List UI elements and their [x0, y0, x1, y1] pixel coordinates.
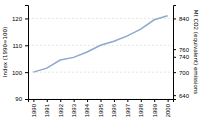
- y-tick-mark: [25, 72, 28, 73]
- y-tick-label: 90: [15, 96, 22, 102]
- line: [33, 16, 167, 72]
- grid-line: [28, 18, 173, 19]
- y-tick-label: 120: [12, 16, 23, 22]
- x-tick: 1995: [98, 99, 104, 117]
- x-tick-mark: [127, 99, 128, 102]
- y-tick-mark: [25, 45, 28, 46]
- x-tick-label: 1995: [98, 103, 104, 117]
- y-tick: 100: [12, 70, 28, 76]
- x-tick-label: 1990: [31, 103, 37, 117]
- plot: 1990 1991 1992 1993 1994 1995 1996 1997 1998 1999…: [2, 6, 199, 118]
- y2-tick-label: 760: [179, 47, 190, 53]
- x-tick-label: 1992: [58, 103, 64, 117]
- x-tick: 1999: [152, 99, 158, 117]
- y2-tick-mark: [173, 49, 176, 50]
- y-tick-mark: [25, 18, 28, 19]
- grid-line: [28, 72, 173, 73]
- chart: 1990 1991 1992 1993 1994 1995 1996 1997 1998 1999…: [0, 0, 200, 123]
- y2-tick-label: 840: [179, 16, 190, 22]
- y2-tick: 640: [173, 93, 190, 99]
- y2-axis: 640 700 740760 840: [173, 6, 190, 100]
- x-axis-line: [29, 100, 174, 103]
- x-tick-mark: [74, 99, 75, 102]
- x-tick-label: 1993: [71, 103, 77, 117]
- y2-tick: 700: [173, 70, 190, 76]
- x-tick: 1997: [125, 99, 131, 117]
- grid: [28, 18, 173, 99]
- y2-tick: 840: [173, 16, 190, 22]
- y-axis-title: Index (1990=100): [2, 27, 8, 77]
- y2-tick: 740: [173, 54, 190, 60]
- series: [33, 16, 167, 72]
- y-tick-label: 110: [12, 43, 22, 49]
- x-tick-label: 2000: [165, 103, 171, 117]
- x-tick: 1998: [138, 99, 144, 117]
- y2-tick-mark: [173, 95, 176, 96]
- x-tick-mark: [154, 99, 155, 102]
- y2-tick-mark: [173, 18, 176, 19]
- y2-tick-label: 740: [179, 54, 190, 60]
- x-tick-label: 1991: [44, 103, 50, 117]
- x-tick-label: 1997: [125, 103, 131, 117]
- x-tick: 1991: [44, 99, 50, 117]
- x-tick-mark: [101, 99, 102, 102]
- x-tick-mark: [33, 99, 34, 102]
- x-tick-label: 1996: [111, 103, 117, 117]
- y-tick-label: 100: [12, 70, 23, 76]
- x-tick-label: 1998: [138, 103, 144, 117]
- x-tick-mark: [47, 99, 48, 102]
- x-tick-mark: [141, 99, 142, 102]
- y2-tick-label: 700: [179, 70, 190, 76]
- x-tick-mark: [60, 99, 61, 102]
- y2-tick-mark: [173, 57, 176, 58]
- x-tick: 2000: [165, 99, 171, 117]
- y2-axis-line: [174, 6, 177, 100]
- y-tick: 110: [12, 43, 28, 49]
- y-axis-line: [25, 6, 29, 100]
- y-tick: 120: [12, 16, 28, 22]
- y-axis: 90 100 110 120: [12, 6, 29, 103]
- y-tick: 90: [15, 96, 28, 102]
- x-tick-label: 1999: [152, 103, 158, 117]
- x-axis: 1990 1991 1992 1993 1994 1995 1996 1997 1998 1999…: [29, 99, 174, 117]
- x-tick: 1996: [111, 99, 117, 117]
- y2-tick-label: 640: [179, 93, 190, 99]
- x-tick: 1994: [84, 99, 90, 117]
- x-tick-label: 1994: [84, 103, 90, 117]
- x-tick: 1990: [31, 99, 37, 117]
- x-tick-mark: [87, 99, 88, 102]
- y2-axis-title: Mt CO2 (equivalent) emissions: [192, 10, 199, 95]
- x-tick: 1992: [58, 99, 64, 117]
- x-tick-mark: [114, 99, 115, 102]
- x-tick-mark: [168, 99, 169, 102]
- y-tick-mark: [25, 99, 28, 100]
- x-tick: 1993: [71, 99, 77, 117]
- y2-tick-mark: [173, 72, 176, 73]
- y2-tick: 760: [173, 47, 190, 53]
